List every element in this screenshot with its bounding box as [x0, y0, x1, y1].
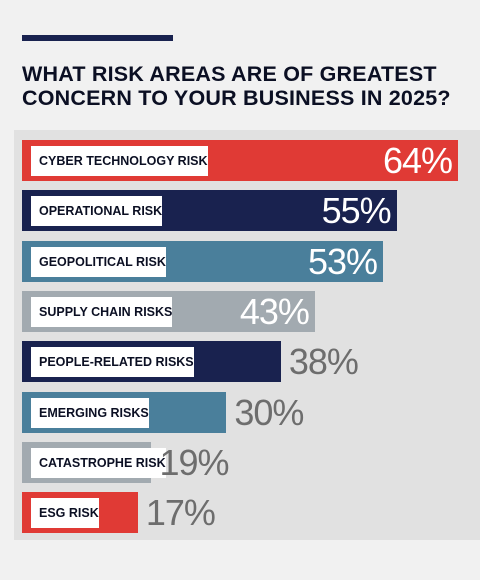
value-label: 55%	[321, 190, 392, 232]
category-label: CATASTROPHE RISK	[31, 447, 166, 478]
category-label: EMERGING RISKS	[31, 397, 149, 428]
value-label: 38%	[288, 341, 359, 383]
value-label: 53%	[308, 240, 378, 282]
category-label: SUPPLY CHAIN RISKS	[31, 296, 173, 327]
category-label: GEOPOLITICAL RISK	[31, 246, 166, 277]
value-label: 17%	[145, 492, 216, 534]
value-label: 43%	[239, 290, 310, 332]
category-label: CYBER TECHNOLOGY RISK	[31, 146, 208, 176]
accent-rule	[22, 35, 173, 41]
category-label: PEOPLE-RELATED RISKS	[31, 347, 194, 378]
value-label: 19%	[159, 441, 229, 483]
chart-title: WHAT RISK AREAS ARE OF GREATEST CONCERN …	[22, 62, 451, 110]
value-label: 30%	[234, 391, 304, 433]
category-label: ESG RISK	[31, 498, 99, 529]
value-label: 64%	[382, 140, 453, 181]
category-label: OPERATIONAL RISK	[31, 196, 163, 227]
